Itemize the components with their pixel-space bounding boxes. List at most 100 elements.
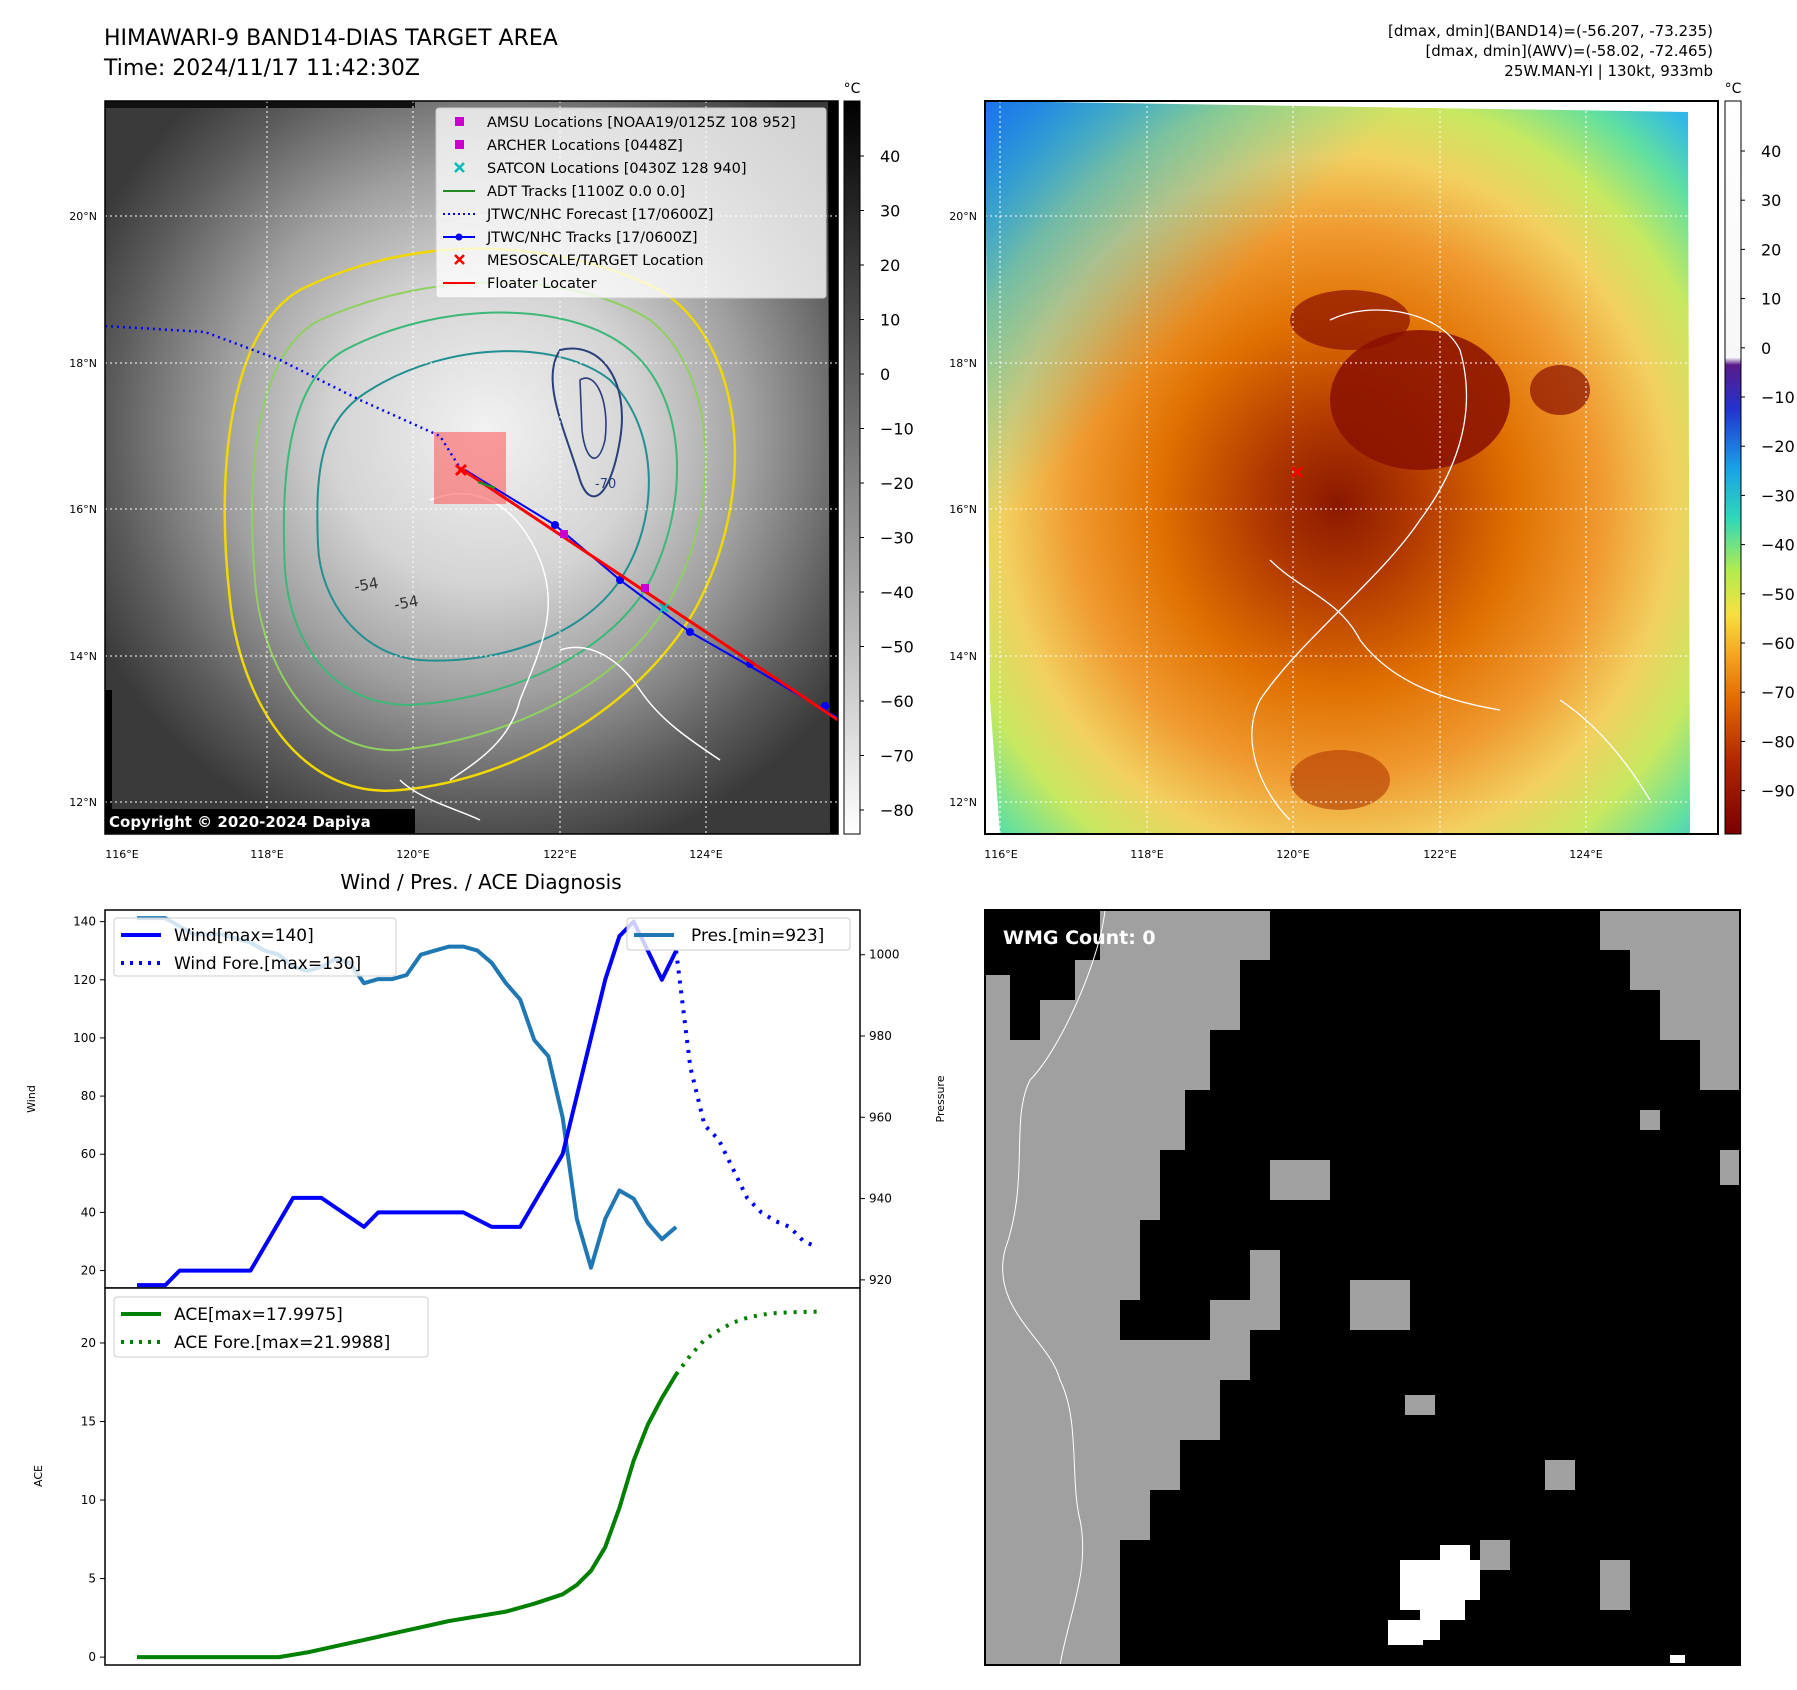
archer-marker bbox=[641, 584, 649, 592]
awv-colorbar: °C 40 30 20 10 0 −10 −20 −30 −40 −50 −60 −70 −80 −90 bbox=[1724, 81, 1795, 835]
ir-lon-label: 118°E bbox=[250, 848, 283, 861]
ace-tick-label: 20 bbox=[81, 1336, 96, 1350]
legend-label: ARCHER Locations [0448Z] bbox=[487, 138, 683, 154]
ace-tick-label: 5 bbox=[88, 1572, 96, 1586]
awv-colorbar-tick-label: −30 bbox=[1761, 486, 1795, 505]
chart-title: Wind / Pres. / ACE Diagnosis bbox=[340, 870, 621, 894]
time-label: Time: 2024/11/17 11:42:30Z bbox=[104, 56, 420, 81]
ace-forecast-line bbox=[674, 1309, 819, 1376]
ir-satellite-map: -54 -54 -70 Copyright © 2020-2024 Dapiya… bbox=[69, 81, 914, 861]
legend-label: SATCON Locations [0430Z 128 940] bbox=[487, 161, 746, 177]
ace-legend: ACE[max=17.9975] ACE Fore.[max=21.9988] bbox=[113, 1296, 429, 1358]
ir-lat-label: 12°N bbox=[69, 796, 97, 809]
awv-colorbar-unit: °C bbox=[1725, 81, 1742, 97]
square-marker-icon bbox=[455, 117, 464, 126]
ace-line bbox=[137, 1373, 678, 1660]
ir-colorbar-tick-label: −80 bbox=[880, 801, 914, 820]
awv-colorbar-tick-label: 40 bbox=[1761, 142, 1781, 161]
wind-tick-label: 20 bbox=[81, 1264, 96, 1278]
awv-lat-label: 20°N bbox=[949, 210, 977, 223]
wind-tick-label: 140 bbox=[73, 915, 96, 929]
legend-item: JTWC/NHC Forecast [17/0600Z] bbox=[443, 207, 713, 223]
awv-colorbar-tick-label: 30 bbox=[1761, 191, 1781, 210]
contour-label: -54 bbox=[393, 592, 420, 614]
ir-lat-label: 16°N bbox=[69, 503, 97, 516]
pressure-tick-label: 960 bbox=[869, 1110, 892, 1124]
x-marker-icon bbox=[454, 162, 465, 173]
ir-colorbar-tick-label: 40 bbox=[880, 147, 900, 166]
ir-colorbar-tick-label: −70 bbox=[880, 747, 914, 766]
awv-colorbar-tick-label: −70 bbox=[1761, 683, 1795, 702]
wind-forecast-line bbox=[674, 950, 819, 1250]
ir-colorbar-unit: °C bbox=[844, 81, 861, 97]
wind-tick-label: 40 bbox=[81, 1205, 96, 1219]
stats-band14: [dmax, dmin](BAND14)=(-56.207, -73.235) bbox=[1388, 22, 1713, 40]
legend-label: JTWC/NHC Forecast [17/0600Z] bbox=[486, 207, 713, 223]
main-title: HIMAWARI-9 BAND14-DIAS TARGET AREA bbox=[104, 26, 558, 51]
legend-label: AMSU Locations [NOAA19/0125Z 108 952] bbox=[487, 115, 796, 131]
contour-label: -54 bbox=[353, 574, 380, 596]
ir-colorbar-tick-label: 10 bbox=[880, 311, 900, 330]
ir-colorbar: °C 40 30 20 10 0 −10 −20 −30 −40 −50 −60 −70 −80 bbox=[843, 81, 914, 835]
awv-lon-label: 116°E bbox=[984, 848, 1017, 861]
wind-legend: Wind[max=140] Wind Fore.[max=130] bbox=[113, 917, 397, 977]
jtwc-best-track bbox=[464, 469, 838, 719]
legend-ace: ACE[max=17.9975] bbox=[174, 1305, 343, 1325]
ace-tick-label: 15 bbox=[81, 1415, 96, 1429]
awv-colorbar-tick-label: −80 bbox=[1761, 732, 1795, 751]
wind-axis-label: Wind bbox=[25, 1085, 38, 1113]
wmg-panel: WMG Count: 0 bbox=[984, 909, 1741, 1666]
ir-lat-label: 18°N bbox=[69, 357, 97, 370]
wind-pressure-chart: Wind / Pres. / ACE Diagnosis 140 120 100 80… bbox=[25, 870, 947, 1289]
storm-info: 25W.MAN-YI | 130kt, 933mb bbox=[1504, 62, 1713, 80]
awv-colorbar-tick-label: −60 bbox=[1761, 634, 1795, 653]
ir-colorbar-tick-label: −10 bbox=[880, 420, 914, 439]
pressure-tick-label: 1000 bbox=[869, 948, 900, 962]
ir-colorbar-tick-label: −40 bbox=[880, 583, 914, 602]
wmg-count-label: WMG Count: 0 bbox=[1003, 927, 1156, 949]
awv-lon-label: 118°E bbox=[1130, 848, 1163, 861]
ace-axis-label: ACE bbox=[32, 1465, 45, 1487]
ir-colorbar-tick-label: −60 bbox=[880, 692, 914, 711]
ir-colorbar-tick-label: 20 bbox=[880, 256, 900, 275]
awv-colorbar-tick-label: 20 bbox=[1761, 240, 1781, 259]
amsu-marker bbox=[560, 530, 568, 538]
legend-item: MESOSCALE/TARGET Location bbox=[454, 253, 704, 269]
ir-lat-label: 20°N bbox=[69, 210, 97, 223]
wind-tick-label: 100 bbox=[73, 1031, 96, 1045]
wind-line bbox=[137, 919, 678, 1288]
stats-awv: [dmax, dmin](AWV)=(-58.02, -72.465) bbox=[1425, 42, 1713, 60]
ace-tick-label: 10 bbox=[81, 1493, 96, 1507]
x-marker-icon bbox=[454, 254, 465, 265]
adt-track bbox=[477, 480, 496, 490]
ir-lon-label: 122°E bbox=[543, 848, 576, 861]
pressure-tick-label: 940 bbox=[869, 1192, 892, 1206]
legend-item: ADT Tracks [1100Z 0.0 0.0] bbox=[443, 184, 685, 200]
awv-colorbar-tick-label: −90 bbox=[1761, 782, 1795, 801]
copyright-text: Copyright © 2020-2024 Dapiya bbox=[109, 813, 371, 831]
pressure-tick-label: 980 bbox=[869, 1029, 892, 1043]
awv-colorbar-tick-label: −40 bbox=[1761, 536, 1795, 555]
ir-colorbar-tick-label: −20 bbox=[880, 474, 914, 493]
jtwc-track-points bbox=[551, 521, 829, 710]
awv-colorbar-tick-label: 10 bbox=[1761, 290, 1781, 309]
legend-item: JTWC/NHC Tracks [17/0600Z] bbox=[443, 230, 698, 246]
awv-colorbar-tick-label: −20 bbox=[1761, 437, 1795, 456]
awv-lat-label: 14°N bbox=[949, 650, 977, 663]
ir-lon-label: 120°E bbox=[396, 848, 429, 861]
ace-tick-label: 0 bbox=[88, 1650, 96, 1664]
ir-lon-label: 124°E bbox=[689, 848, 722, 861]
awv-colorbar-tick-label: −50 bbox=[1761, 585, 1795, 604]
square-marker-icon bbox=[455, 140, 464, 149]
awv-lat-label: 18°N bbox=[949, 357, 977, 370]
pressure-axis-label: Pressure bbox=[934, 1075, 947, 1122]
wind-tick-label: 80 bbox=[81, 1089, 96, 1103]
ir-colorbar-tick-label: −50 bbox=[880, 638, 914, 657]
awv-lon-label: 120°E bbox=[1276, 848, 1309, 861]
awv-colorbar-tick-label: −10 bbox=[1761, 388, 1795, 407]
ir-colorbar-tick-label: 30 bbox=[880, 202, 900, 221]
wind-tick-label: 120 bbox=[73, 973, 96, 987]
contour-label: -70 bbox=[595, 477, 616, 492]
legend-label: Floater Locater bbox=[487, 276, 596, 292]
